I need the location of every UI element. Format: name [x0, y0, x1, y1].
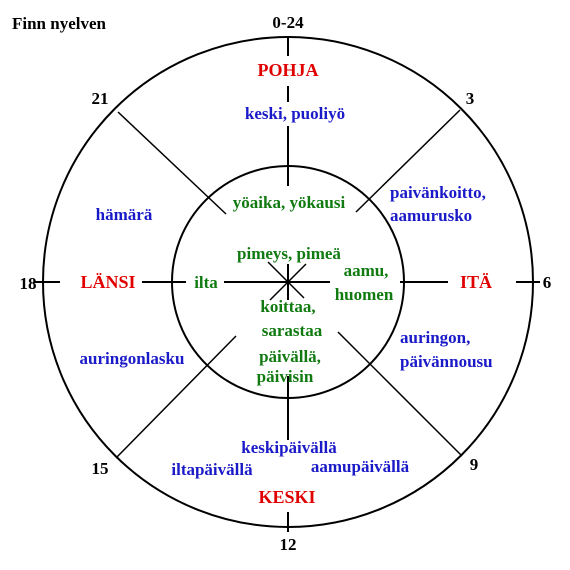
cardinal-south: KESKI: [258, 487, 315, 507]
ring-southeast-label-1: auringon,: [400, 328, 470, 347]
ring-south-right-label: aamupäivällä: [311, 457, 410, 476]
diagonal-se: [337, 331, 463, 457]
hour-label-15: 15: [92, 459, 109, 478]
hour-label-18: 18: [20, 274, 37, 293]
inner-south-label-2: sarastaa: [262, 321, 323, 340]
hour-label-0-24: 0-24: [272, 13, 304, 32]
ring-northwest-label: hämärä: [96, 205, 153, 224]
inner-east-label-2: huomen: [335, 285, 394, 304]
inner-south-label-1: koittaa,: [260, 297, 315, 316]
inner-west-label: ilta: [194, 273, 218, 292]
ring-southeast-label-2: päivännousu: [400, 352, 493, 371]
hour-label-6: 6: [543, 273, 552, 292]
diagonal-sw-inner: [269, 281, 289, 301]
diagonal-nw-inner: [267, 261, 289, 283]
hour-label-21: 21: [92, 89, 109, 108]
inner-bottom-label-2: päivisin: [257, 367, 314, 386]
inner-top-label: yöaika, yökausi: [233, 193, 346, 212]
diagram-title: Finn nyelven: [12, 14, 107, 33]
cardinal-east: ITÄ: [460, 272, 492, 292]
ring-southwest-label: auringonlasku: [80, 349, 185, 368]
ring-south-left-label: iltapäivällä: [171, 460, 253, 479]
hour-label-3: 3: [466, 89, 475, 108]
diagonal-sw: [115, 335, 237, 459]
ring-northeast-label-2: aamurusko: [390, 206, 472, 225]
cardinal-north: POHJA: [258, 60, 319, 80]
diagonal-ne: [355, 109, 461, 213]
inner-bottom-label-1: päivällä,: [259, 347, 321, 366]
inner-center-label: pimeys, pimeä: [237, 244, 341, 263]
hour-label-12: 12: [280, 535, 297, 554]
hour-label-9: 9: [470, 455, 479, 474]
diagonal-se-inner: [287, 281, 305, 299]
cardinal-west: LÄNSI: [80, 272, 135, 292]
diagonal-nw: [117, 111, 227, 215]
inner-east-label-1: aamu,: [344, 261, 389, 280]
ring-north-label: keski, puoliyö: [245, 104, 345, 123]
ring-northeast-label-1: paivänkoitto,: [390, 183, 486, 202]
diagonal-ne-inner: [287, 263, 307, 283]
ring-south-label: keskipäivällä: [241, 438, 337, 457]
